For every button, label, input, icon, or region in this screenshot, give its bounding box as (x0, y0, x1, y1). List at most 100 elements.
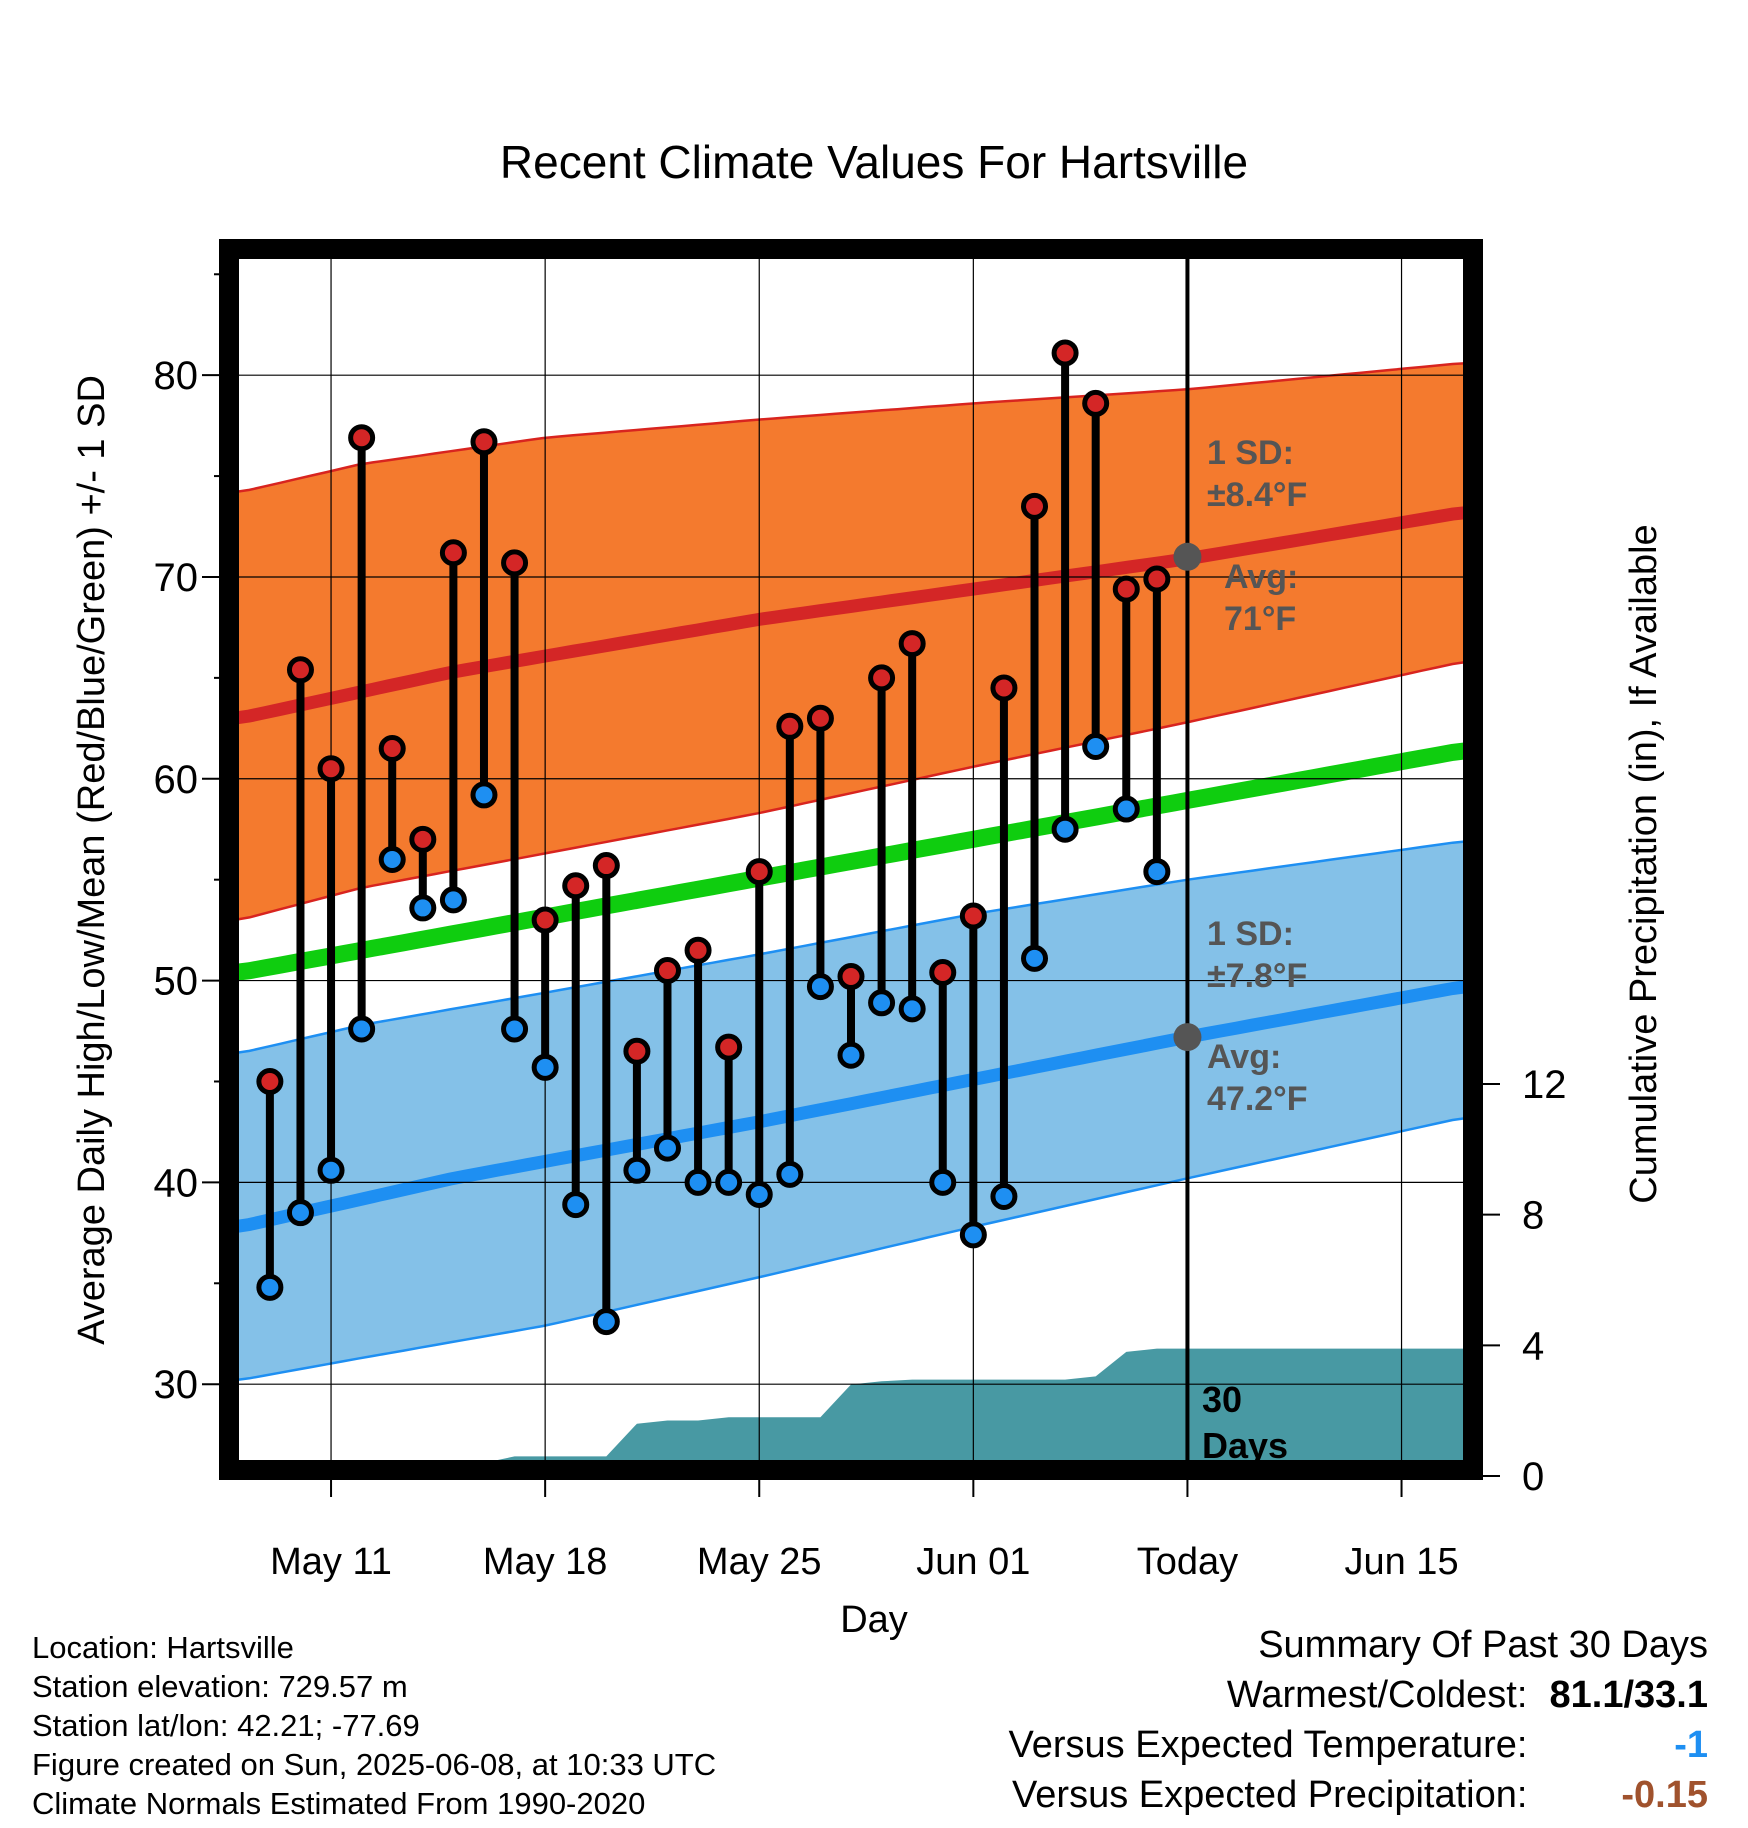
x-tick-label: Jun 15 (1344, 1541, 1458, 1583)
daily-high-point (531, 906, 559, 934)
plot-area: 1 SD: ±8.4°F Avg: 71°F 1 SD: ±7.8°F Avg: 47.2°F… (219, 239, 1483, 1480)
low-avg-annotation-line: 47.2°F (1207, 1080, 1308, 1118)
y2-axis-label: Cumulative Precipitation (in), If Availa… (1623, 524, 1665, 1203)
warmest-label: Warmest/Coldest: (1226, 1674, 1528, 1716)
daily-low-point (1051, 815, 1079, 843)
axes: 30 40 50 60 70 80 0 4 8 12 May 11 May 18 May 25 Jun 0… (154, 273, 1567, 1583)
summary-precip-row: Versus Expected Precipitation: -0.15 (1009, 1770, 1708, 1820)
daily-low-point (470, 781, 498, 809)
daily-low-point (256, 1273, 284, 1301)
x-tick-label: Jun 01 (916, 1541, 1030, 1583)
y-tick-label: 30 (154, 1363, 199, 1407)
daily-high-point (990, 674, 1018, 702)
daily-high-point (868, 664, 896, 692)
summary-title: Summary Of Past 30 Days (1258, 1624, 1708, 1666)
high-sd-annotation-line: 1 SD: (1207, 434, 1294, 472)
y2-tick-label: 8 (1522, 1194, 1544, 1238)
daily-low-point (348, 1015, 376, 1043)
daily-high-point (898, 630, 926, 658)
high-sd-band (234, 363, 1468, 921)
daily-low-point (1082, 732, 1110, 760)
high-sd-annotation: 1 SD: ±8.4°F (1207, 434, 1307, 514)
precip-value: -0.15 (1621, 1774, 1708, 1816)
y2-tick-label: 4 (1522, 1324, 1544, 1368)
precip-area (477, 1348, 1468, 1465)
daily-low-point (378, 846, 406, 873)
daily-high-point (378, 735, 406, 763)
daily-low-point (1021, 944, 1049, 972)
today-low-avg-marker (1173, 1023, 1202, 1052)
precip-label: Versus Expected Precipitation: (1012, 1774, 1528, 1816)
low-band-upper-edge (234, 840, 1468, 1055)
station-info: Location: Hartsville Station elevation: … (32, 1628, 716, 1823)
x-tick-label: May 18 (483, 1541, 608, 1583)
temp-value: -1 (1674, 1724, 1708, 1766)
daily-low-point (990, 1183, 1018, 1211)
low-sd-annotation-line: ±7.8°F (1207, 957, 1307, 995)
y-tick-label: 80 (154, 354, 199, 398)
x-tick-label: May 25 (697, 1541, 822, 1583)
daily-high-point (715, 1033, 743, 1061)
daily-high-point (959, 902, 987, 930)
y-axis-label: Average Daily High/Low/Mean (Red/Blue/Gr… (71, 375, 113, 1345)
location-text: Location: Hartsville (32, 1630, 294, 1665)
y2-tick-label: 0 (1522, 1455, 1544, 1499)
today-days-label: 30 Days (1202, 1379, 1288, 1466)
created-text: Figure created on Sun, 2025-06-08, at 10… (32, 1747, 717, 1782)
daily-low-point (1143, 858, 1171, 886)
x-axis-label: Day (840, 1599, 908, 1641)
daily-low-point (317, 1156, 345, 1184)
daily-low-point (562, 1191, 590, 1219)
daily-low-point (745, 1180, 773, 1208)
warmest-value: 81.1/33.1 (1549, 1674, 1708, 1716)
daily-high-point (562, 872, 590, 900)
chart-title: Recent Climate Values For Hartsville (500, 136, 1248, 188)
daily-low-point (623, 1156, 651, 1184)
normals-text: Climate Normals Estimated From 1990-2020 (32, 1786, 646, 1821)
daily-low-point (684, 1168, 712, 1196)
high-band-upper-edge (234, 361, 1468, 494)
daily-high-point (501, 549, 529, 577)
daily-high-point (745, 858, 773, 886)
daily-high-point (623, 1037, 651, 1065)
plot-content (234, 254, 1468, 1465)
daily-high-point (1082, 389, 1110, 417)
daily-high-point (929, 959, 957, 987)
daily-low-point (439, 886, 467, 914)
daily-high-point (806, 704, 834, 732)
daily-low-point (837, 1041, 865, 1069)
daily-low-point (653, 1134, 681, 1162)
today-days-line: Days (1202, 1425, 1288, 1466)
low-avg-annotation-line: Avg: (1207, 1038, 1281, 1076)
low-avg-annotation: Avg: 47.2°F (1207, 1038, 1308, 1118)
daily-high-point (1021, 492, 1049, 520)
daily-high-point (256, 1067, 284, 1095)
y-tick-label: 40 (154, 1161, 199, 1205)
daily-high-point (286, 656, 314, 684)
summary-panel: Summary Of Past 30 Days Warmest/Coldest:… (1009, 1620, 1708, 1820)
daily-low-point (501, 1015, 529, 1043)
normal-mean-line (234, 742, 1468, 981)
daily-low-point (409, 894, 437, 922)
summary-warmest-row: Warmest/Coldest: 81.1/33.1 (1009, 1670, 1708, 1720)
high-avg-annotation: Avg: 71°F (1224, 558, 1298, 638)
y-tick-label: 60 (154, 758, 199, 802)
low-sd-band (234, 841, 1468, 1381)
daily-high-point (317, 755, 345, 783)
daily-low-point (286, 1199, 314, 1227)
y2-tick-label: 12 (1522, 1063, 1567, 1107)
daily-high-point (776, 712, 804, 740)
temp-label: Versus Expected Temperature: (1008, 1724, 1528, 1766)
daily-high-point (653, 956, 681, 984)
daily-low-point (1112, 795, 1140, 823)
low-sd-annotation-line: 1 SD: (1207, 915, 1294, 953)
x-tick-label: May 11 (270, 1541, 392, 1583)
daily-low-point (592, 1308, 620, 1336)
daily-high-point (470, 428, 498, 456)
high-sd-annotation-line: ±8.4°F (1207, 476, 1307, 514)
daily-low-point (715, 1168, 743, 1196)
daily-low-point (868, 989, 896, 1017)
daily-low-point (929, 1168, 957, 1196)
daily-high-point (1051, 339, 1079, 367)
